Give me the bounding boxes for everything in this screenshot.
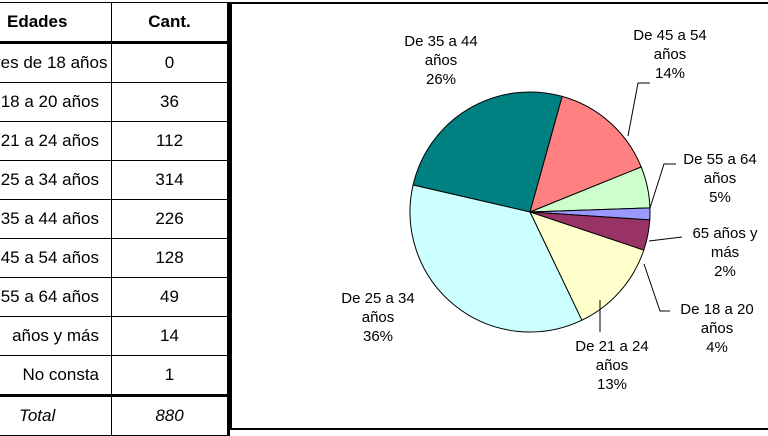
table-row: años y más 14 xyxy=(0,316,230,356)
leader-line xyxy=(643,263,670,312)
slice-label-line: años xyxy=(362,309,395,326)
pie-slice xyxy=(409,184,583,333)
count-cell: 314 xyxy=(111,160,230,200)
table-row: 18 a 20 años 36 xyxy=(0,82,230,122)
slice-label-line: De 25 a 34 xyxy=(341,290,414,307)
age-range-cell: 45 a 54 años xyxy=(0,238,112,278)
age-table: Edades Cant. res de 18 años 0 18 a 20 añ… xyxy=(0,2,230,436)
pie-chart: De 35 a 44 años 26% De 45 a 54 años 14% De 55 … xyxy=(341,27,758,393)
age-range-cell: 25 a 34 años xyxy=(0,160,112,200)
slice-label-line: años xyxy=(654,46,687,63)
count-cell: 226 xyxy=(111,199,230,239)
pie-slice xyxy=(529,95,642,213)
age-range-cell: res de 18 años xyxy=(0,42,112,83)
slice-label-line: años xyxy=(704,170,737,187)
slice-label: De 55 a 64 años 5% xyxy=(683,151,756,206)
slice-label-line: 26% xyxy=(426,71,456,88)
slice-label-line: De 35 a 44 xyxy=(404,33,477,50)
leader-line xyxy=(649,163,676,209)
slice-label-line: 65 años y xyxy=(692,225,758,242)
column-header-edades: Edades xyxy=(0,2,112,44)
age-range-cell: 21 a 24 años xyxy=(0,121,112,161)
table-header-row: Edades Cant. xyxy=(0,2,230,44)
slice-label-line: De 18 a 20 xyxy=(680,301,753,318)
slice-label-line: años xyxy=(701,320,734,337)
slice-label-line: años xyxy=(596,357,629,374)
age-range-cell: No consta xyxy=(0,355,112,396)
count-cell: 112 xyxy=(111,121,230,161)
count-cell: 36 xyxy=(111,82,230,122)
table-row: 21 a 24 años 112 xyxy=(0,121,230,161)
age-range-cell: 35 a 44 años xyxy=(0,199,112,239)
count-cell: 128 xyxy=(111,238,230,278)
age-range-cell: 55 a 64 años xyxy=(0,277,112,317)
total-value: 880 xyxy=(111,394,230,436)
count-cell: 1 xyxy=(111,355,230,396)
slice-label-line: De 45 a 54 xyxy=(633,27,706,44)
column-header-cant: Cant. xyxy=(111,2,230,44)
slice-label-line: 13% xyxy=(597,376,627,393)
slice-label-line: más xyxy=(711,244,739,261)
count-cell: 49 xyxy=(111,277,230,317)
leader-line xyxy=(627,82,650,137)
slice-label-line: 14% xyxy=(655,65,685,82)
total-label: Total xyxy=(0,394,112,436)
slice-label: 65 años y más 2% xyxy=(692,225,758,280)
table-row: 55 a 64 años 49 xyxy=(0,277,230,317)
slice-label-line: De 55 a 64 xyxy=(683,151,756,168)
slice-label: De 35 a 44 años 26% xyxy=(404,33,477,88)
slice-label: De 18 a 20 años 4% xyxy=(680,301,753,356)
table-total-row: Total 880 xyxy=(0,394,230,436)
table-row: 35 a 44 años 226 xyxy=(0,199,230,239)
slice-label-line: 2% xyxy=(714,263,736,280)
table-row: No consta 1 xyxy=(0,355,230,396)
pie-chart-panel: De 35 a 44 años 26% De 45 a 54 años 14% De 55 … xyxy=(230,2,768,430)
age-range-cell: 18 a 20 años xyxy=(0,82,112,122)
slice-label: De 45 a 54 años 14% xyxy=(633,27,706,82)
pie-slice xyxy=(412,91,563,213)
count-cell: 14 xyxy=(111,316,230,356)
age-table-panel: Edades Cant. res de 18 años 0 18 a 20 añ… xyxy=(0,2,230,436)
age-range-cell: años y más xyxy=(0,316,112,356)
slice-label-line: 4% xyxy=(706,339,728,356)
count-cell: 0 xyxy=(111,42,230,83)
slice-label-line: De 21 a 24 xyxy=(575,338,648,355)
pie-slice xyxy=(529,211,645,321)
slice-label-line: 5% xyxy=(709,189,731,206)
table-row: 45 a 54 años 128 xyxy=(0,238,230,278)
slice-label: De 21 a 24 años 13% xyxy=(575,338,648,393)
table-row: res de 18 años 0 xyxy=(0,42,230,83)
slice-label: De 25 a 34 años 36% xyxy=(341,290,414,345)
leader-line xyxy=(648,236,683,242)
slice-label-line: años xyxy=(425,52,458,69)
slice-label-line: 36% xyxy=(363,328,393,345)
table-row: 25 a 34 años 314 xyxy=(0,160,230,200)
